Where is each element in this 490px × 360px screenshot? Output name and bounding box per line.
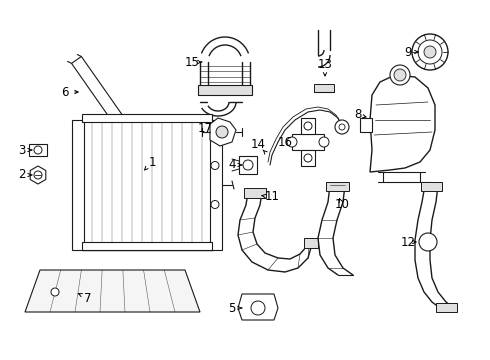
Circle shape [339, 124, 345, 130]
Circle shape [34, 146, 42, 154]
Bar [198, 85, 252, 95]
Text: 2: 2 [18, 168, 26, 181]
Bar [239, 156, 257, 174]
Polygon shape [210, 118, 236, 146]
Circle shape [335, 120, 349, 134]
Circle shape [287, 137, 297, 147]
Circle shape [304, 122, 312, 130]
Circle shape [243, 160, 253, 170]
Bar [82, 242, 212, 250]
Text: 14: 14 [250, 139, 266, 152]
Circle shape [412, 34, 448, 70]
Text: 5: 5 [228, 302, 236, 315]
Text: 13: 13 [318, 58, 332, 72]
Polygon shape [25, 270, 200, 312]
Bar [210, 120, 222, 250]
Circle shape [424, 46, 436, 58]
Bar [72, 120, 84, 250]
Bar [421, 182, 442, 191]
Circle shape [51, 288, 59, 296]
Circle shape [211, 162, 219, 170]
Circle shape [34, 171, 42, 179]
Bar [244, 188, 266, 198]
Bar [326, 182, 349, 191]
Text: 4: 4 [228, 158, 236, 171]
Bar [360, 118, 372, 132]
Circle shape [390, 65, 410, 85]
Circle shape [319, 137, 329, 147]
Circle shape [419, 233, 437, 251]
Bar [436, 303, 457, 312]
Polygon shape [370, 75, 435, 172]
Bar [29, 144, 47, 156]
Text: 7: 7 [84, 292, 92, 305]
Text: 11: 11 [265, 190, 279, 203]
Circle shape [216, 126, 228, 138]
Text: 12: 12 [400, 235, 416, 248]
Bar [292, 134, 324, 150]
Text: 6: 6 [61, 85, 69, 99]
Bar [314, 84, 334, 92]
Bar [82, 120, 212, 250]
Text: 1: 1 [148, 156, 156, 168]
Bar [82, 114, 212, 122]
Bar [304, 238, 318, 248]
Polygon shape [30, 166, 46, 184]
Bar [301, 118, 315, 134]
Text: 9: 9 [404, 45, 412, 58]
Bar [301, 150, 315, 166]
Text: 15: 15 [185, 55, 199, 68]
Circle shape [211, 201, 219, 208]
Text: 3: 3 [18, 144, 25, 157]
Text: 17: 17 [197, 122, 213, 135]
Circle shape [394, 69, 406, 81]
Polygon shape [72, 57, 145, 153]
Text: 8: 8 [354, 108, 362, 122]
Circle shape [418, 40, 442, 64]
Circle shape [304, 154, 312, 162]
Text: 16: 16 [277, 135, 293, 148]
Circle shape [251, 301, 265, 315]
Text: 10: 10 [335, 198, 349, 211]
Polygon shape [238, 294, 278, 320]
